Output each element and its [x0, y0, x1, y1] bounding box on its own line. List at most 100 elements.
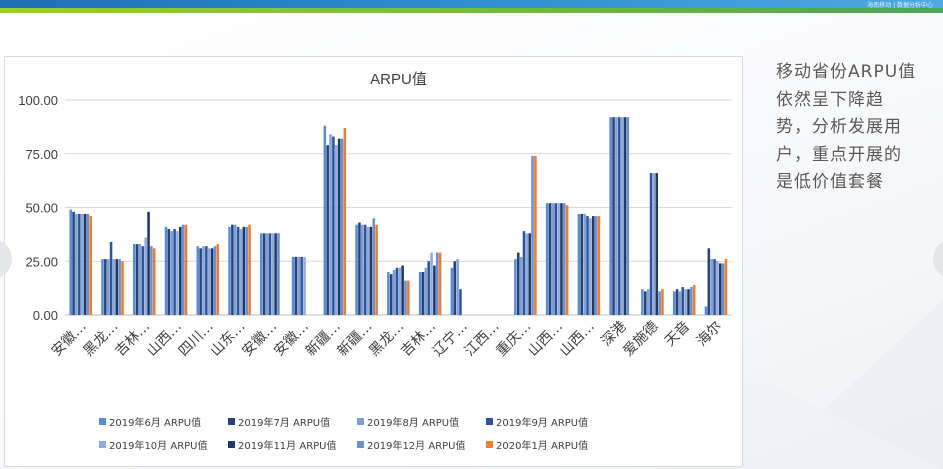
bar — [138, 244, 142, 315]
bar — [216, 244, 220, 315]
top-banner: 海南移动 | 数据分析中心 — [0, 0, 943, 14]
bar — [675, 289, 679, 315]
bar — [340, 138, 344, 315]
next-slide-button[interactable] — [933, 239, 943, 279]
x-tick-label: 黑龙… — [366, 319, 407, 360]
legend-label: 2019年12月 ARPU值 — [367, 439, 466, 452]
bar — [86, 213, 90, 315]
bar — [112, 259, 116, 315]
bar — [554, 203, 558, 315]
y-tick-label: 50.00 — [25, 201, 58, 216]
bar — [75, 213, 78, 315]
x-tick-label: 安徽… — [271, 319, 312, 360]
x-tick-label: 爱施德 — [620, 319, 661, 360]
bar — [721, 263, 725, 315]
bar — [438, 252, 442, 315]
bar — [646, 289, 650, 315]
bar — [366, 226, 370, 315]
bar — [231, 224, 234, 315]
bar — [724, 259, 728, 315]
bar — [649, 173, 653, 315]
bar — [678, 291, 682, 315]
bar — [713, 259, 716, 315]
bar — [424, 267, 428, 315]
bar — [395, 267, 399, 315]
bar — [118, 259, 121, 315]
bar — [265, 233, 269, 315]
bar — [69, 209, 73, 315]
x-tick-label: 山西… — [557, 319, 598, 360]
bar — [392, 269, 396, 315]
bar — [173, 229, 176, 315]
bar — [459, 289, 462, 315]
bar — [548, 203, 552, 315]
x-tick-label: 山东… — [208, 319, 249, 360]
legend-swatch — [228, 418, 235, 425]
bar — [245, 226, 248, 315]
bar — [718, 263, 722, 315]
y-tick-label: 75.00 — [25, 147, 58, 162]
bar — [104, 259, 107, 315]
arpu-bar-chart: ARPU值0.0025.0050.0075.00100.00安徽…黑龙…吉林…山… — [18, 71, 732, 452]
bar — [291, 256, 295, 315]
bar — [262, 233, 266, 315]
x-tick-label: 新疆… — [335, 319, 376, 360]
chart-container: ARPU值 0.00 25.00 50.00 75.00 100.00 安徽… 黑龙… 吉林… 山… — [4, 56, 743, 467]
legend-swatch — [357, 418, 364, 425]
bar — [228, 226, 231, 315]
bar — [456, 259, 459, 315]
bar — [516, 252, 520, 315]
prev-slide-button[interactable] — [0, 239, 12, 279]
x-tick-label: 海尔 — [694, 319, 725, 350]
bar — [239, 229, 243, 315]
x-tick-label: 江西… — [462, 319, 503, 360]
x-tick-label: 辽宁… — [429, 318, 471, 360]
chart-title: ARPU值 — [370, 71, 427, 88]
bar — [372, 218, 376, 315]
bar — [528, 233, 531, 315]
bar — [594, 216, 598, 315]
bar — [612, 117, 615, 315]
bar — [233, 224, 237, 315]
bar — [565, 205, 569, 315]
y-tick-label: 100.00 — [18, 93, 58, 108]
bar — [277, 233, 280, 315]
bar — [522, 231, 526, 315]
bar — [577, 213, 581, 315]
bar — [274, 233, 277, 315]
bar — [323, 125, 327, 315]
top-banner-logo-text: 海南移动 | 数据分析中心 — [867, 2, 933, 9]
bar — [652, 173, 656, 315]
legend-label: 2019年8月 ARPU值 — [367, 416, 459, 429]
legend-swatch — [228, 441, 235, 448]
x-tick-label: 黑龙… — [80, 319, 121, 360]
bar — [580, 213, 584, 315]
bar — [164, 226, 168, 315]
bar — [72, 211, 75, 315]
top-banner-green-stripe — [0, 8, 943, 13]
bar — [115, 259, 119, 315]
legend-swatch — [99, 441, 106, 448]
bar — [337, 138, 341, 315]
bar — [147, 211, 150, 315]
x-tick-label: 山西… — [144, 319, 185, 360]
bar — [672, 291, 676, 315]
bar — [150, 246, 153, 315]
bar — [294, 256, 298, 315]
bar — [78, 213, 81, 315]
bar — [389, 274, 393, 315]
legend-label: 2019年6月 ARPU值 — [109, 416, 201, 429]
bar — [184, 224, 188, 315]
bar — [684, 289, 687, 315]
bar — [334, 145, 338, 315]
bar — [326, 145, 329, 315]
bar — [144, 237, 147, 315]
bar — [248, 224, 251, 315]
bar — [620, 117, 624, 315]
x-tick-label: 四川… — [176, 319, 217, 360]
bar — [355, 224, 358, 315]
bar — [135, 244, 139, 315]
bar — [387, 272, 390, 315]
bar — [641, 289, 644, 315]
bar — [398, 267, 402, 315]
